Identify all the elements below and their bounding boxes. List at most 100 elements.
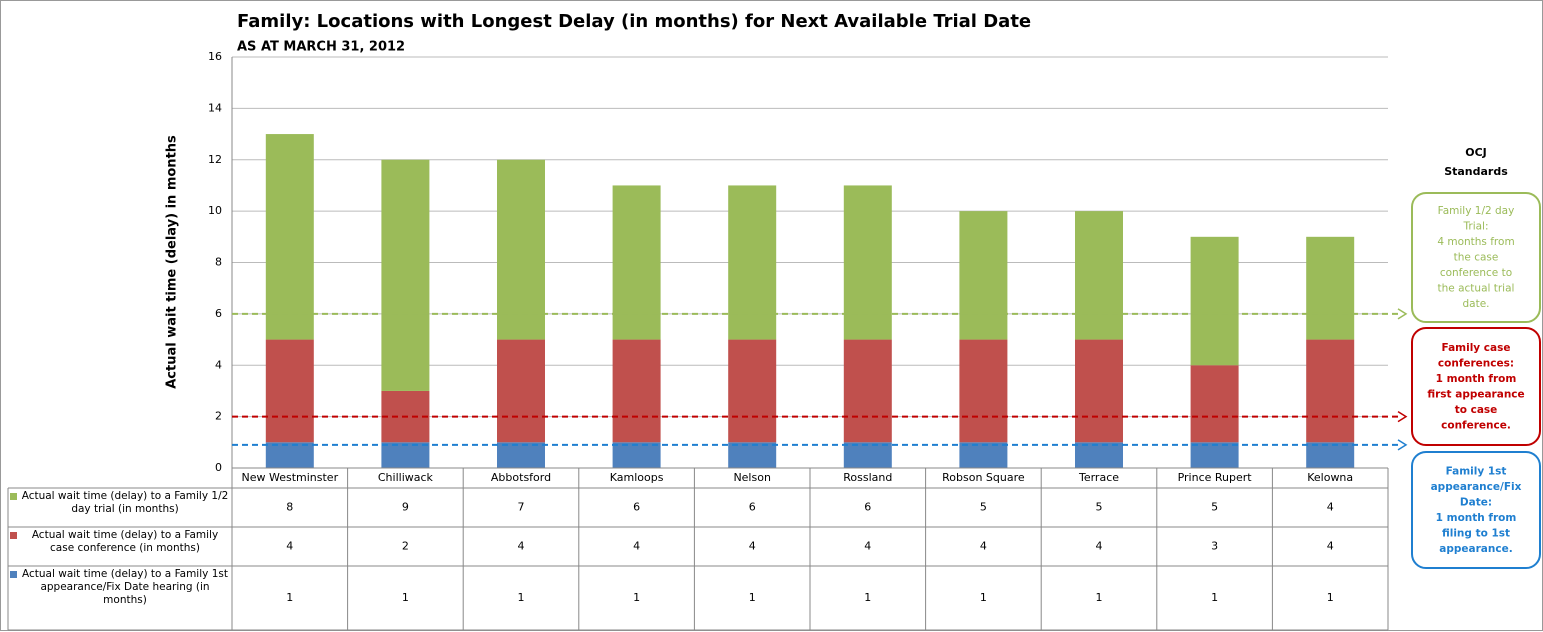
- table-value: 4: [1327, 501, 1334, 514]
- table-value: 3: [1211, 540, 1218, 553]
- standards-title: Standards: [1444, 165, 1508, 178]
- y-tick-label: 10: [208, 204, 222, 217]
- standard-text: Family case: [1442, 342, 1511, 354]
- legend-swatch: [10, 532, 17, 539]
- standard-text: appearance.: [1439, 543, 1512, 555]
- y-axis-label: Actual wait time (delay) in months: [165, 135, 180, 389]
- y-tick-label: 6: [215, 307, 222, 320]
- bar-segment: [728, 339, 777, 443]
- bar-segment: [612, 442, 661, 468]
- table-value: 4: [864, 540, 871, 553]
- standard-text: date.: [1462, 298, 1489, 310]
- reference-arrow: [1397, 439, 1408, 451]
- bar-segment: [381, 442, 430, 468]
- standard-text: Family 1st: [1446, 465, 1507, 477]
- standard-text: the case: [1454, 252, 1499, 264]
- standard-text: 1 month from: [1436, 373, 1517, 385]
- standard-text: conferences:: [1438, 357, 1514, 369]
- bar-segment: [1075, 211, 1123, 340]
- table-value: 6: [864, 501, 871, 514]
- standards-title: OCJ: [1465, 146, 1487, 159]
- table-value: 1: [980, 591, 987, 604]
- legend-label: Actual wait time (delay) to a Family 1/2…: [21, 490, 229, 515]
- standard-box: [1411, 192, 1541, 323]
- standard-text: appearance/Fix: [1431, 481, 1522, 493]
- bar-segment: [612, 185, 661, 340]
- legend-swatch: [10, 571, 17, 578]
- table-value: 2: [402, 540, 409, 553]
- bar-segment: [1075, 339, 1123, 443]
- bar-segment: [497, 339, 545, 443]
- bar-segment: [1306, 236, 1355, 340]
- x-tick-label: Kamloops: [610, 471, 664, 484]
- x-tick-label: Robson Square: [942, 471, 1025, 484]
- bar-segment: [265, 442, 314, 468]
- table-value: 7: [518, 501, 525, 514]
- table-value: 5: [1211, 501, 1218, 514]
- legend-entry: Actual wait time (delay) to a Family 1st…: [10, 568, 230, 628]
- standard-text: 1 month from: [1436, 512, 1517, 524]
- table-value: 1: [1096, 591, 1103, 604]
- standard-box: [1411, 327, 1541, 446]
- table-value: 4: [633, 540, 640, 553]
- bar-segment: [1190, 365, 1239, 443]
- standard-text: to case: [1455, 404, 1498, 416]
- chart-subtitle: AS AT MARCH 31, 2012: [237, 40, 405, 55]
- bar-segment: [959, 211, 1008, 340]
- bar-segment: [843, 339, 892, 443]
- bar-segment: [1306, 339, 1355, 443]
- table-value: 1: [749, 591, 756, 604]
- bar-segment: [1190, 442, 1239, 468]
- x-tick-label: New Westminster: [241, 471, 338, 484]
- chart-title: Family: Locations with Longest Delay (in…: [237, 11, 1031, 32]
- standard-text: conference to: [1440, 267, 1512, 279]
- bar-segment: [497, 159, 545, 340]
- bar-segment: [612, 339, 661, 443]
- table-value: 1: [286, 591, 293, 604]
- reference-arrow: [1397, 410, 1408, 423]
- bar-segment: [959, 339, 1008, 443]
- x-tick-label: Terrace: [1078, 471, 1119, 484]
- x-tick-label: Prince Rupert: [1178, 471, 1253, 484]
- y-tick-label: 16: [208, 50, 222, 63]
- standard-text: conference.: [1441, 419, 1511, 431]
- table-value: 6: [749, 501, 756, 514]
- table-value: 4: [1327, 540, 1334, 553]
- bar-segment: [843, 185, 892, 340]
- standard-box: [1411, 451, 1541, 569]
- legend-cell: Actual wait time (delay) to a Family cas…: [10, 529, 230, 564]
- reference-arrow: [1397, 308, 1408, 320]
- y-tick-label: 4: [215, 358, 222, 371]
- table-value: 9: [402, 501, 409, 514]
- standard-text: 4 months from: [1437, 236, 1514, 248]
- standard-text: the actual trial: [1438, 283, 1515, 295]
- standard-text: Family 1/2 day: [1438, 205, 1515, 217]
- bar-segment: [728, 442, 777, 468]
- legend-label: Actual wait time (delay) to a Family cas…: [31, 529, 219, 554]
- legend-label: Actual wait time (delay) to a Family 1st…: [22, 568, 228, 606]
- table-value: 1: [518, 591, 525, 604]
- table-value: 5: [980, 501, 987, 514]
- legend-entry: Actual wait time (delay) to a Family cas…: [10, 529, 230, 564]
- table-value: 4: [1096, 540, 1103, 553]
- bar-segment: [1075, 442, 1123, 468]
- table-value: 1: [1211, 591, 1218, 604]
- x-tick-label: Nelson: [733, 471, 771, 484]
- table-value: 4: [286, 540, 293, 553]
- table-value: 5: [1096, 501, 1103, 514]
- table-value: 4: [518, 540, 525, 553]
- bar-segment: [1306, 442, 1355, 468]
- bar-segment: [843, 442, 892, 468]
- y-tick-label: 2: [215, 410, 222, 423]
- standard-text: Date:: [1460, 496, 1492, 508]
- table-value: 1: [633, 591, 640, 604]
- standard-text: filing to 1st: [1442, 527, 1510, 539]
- x-tick-label: Rossland: [843, 471, 892, 484]
- standard-text: first appearance: [1427, 388, 1524, 400]
- bar-segment: [265, 134, 314, 340]
- bar-segment: [728, 185, 777, 340]
- y-tick-label: 8: [215, 256, 222, 269]
- standard-text: Trial:: [1463, 221, 1489, 233]
- table-value: 8: [286, 501, 293, 514]
